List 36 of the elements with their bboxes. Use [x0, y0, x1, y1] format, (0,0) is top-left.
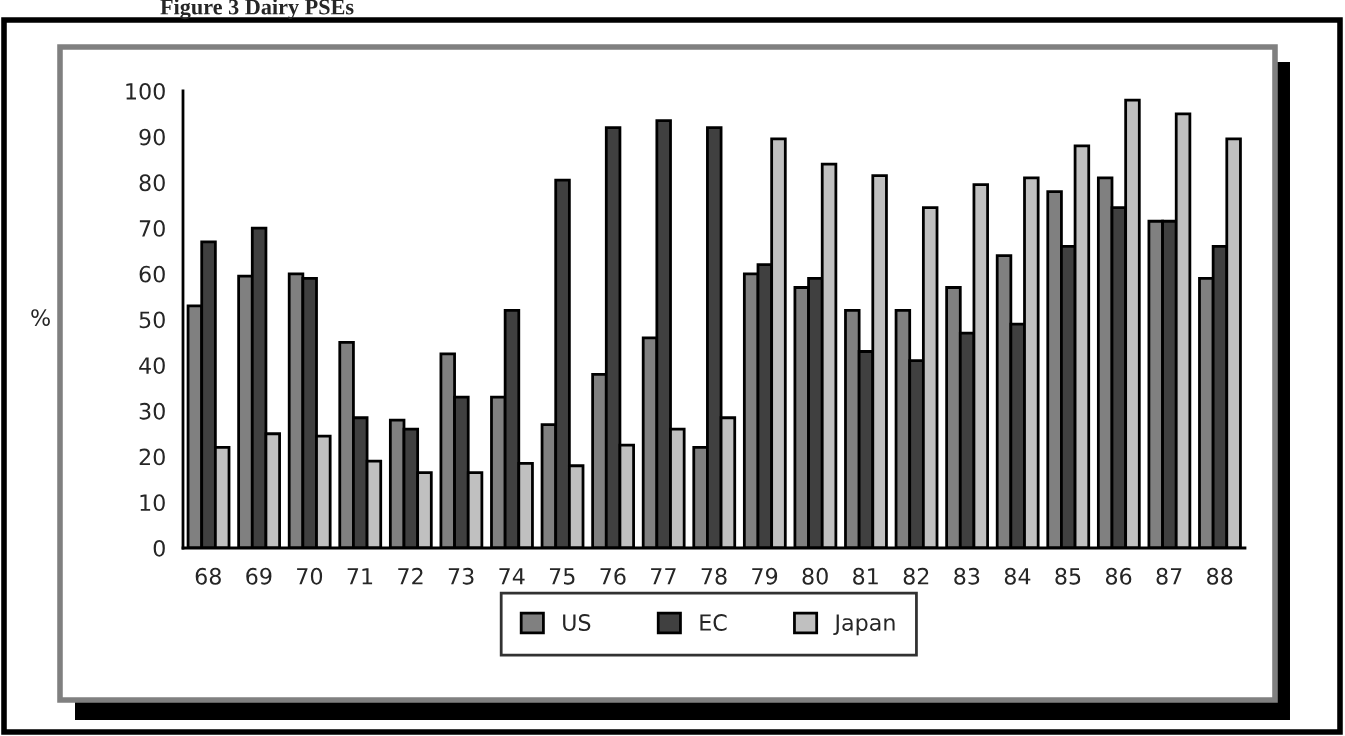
x-tick-label: 86	[1105, 567, 1132, 585]
x-tick-label: 70	[297, 567, 323, 585]
x-tick-label: 76	[600, 567, 626, 585]
x-tick-label: 84	[1004, 567, 1031, 585]
x-tick-label: 75	[549, 568, 575, 585]
y-tick-label: 0	[153, 539, 165, 557]
x-tick-label: 83	[954, 567, 980, 585]
legend-label: EC	[700, 614, 727, 631]
legend-label: US	[563, 614, 591, 631]
x-tick-label: 82	[903, 567, 929, 585]
y-tick-label: 60	[139, 265, 165, 283]
y-tick-label: 40	[139, 357, 165, 374]
y-axis-title: %	[31, 309, 50, 326]
x-tick-label: 69	[246, 567, 272, 585]
x-tick-label: 87	[1156, 567, 1182, 585]
x-tick-label: 81	[853, 567, 878, 585]
x-tick-label: 71	[347, 568, 373, 585]
y-tick-label: 10	[140, 494, 165, 512]
x-tick-label: 74	[499, 568, 525, 585]
y-tick-label: 30	[139, 402, 165, 420]
x-tick-label: 73	[448, 567, 474, 585]
y-tick-label: 90	[139, 128, 165, 146]
legend-label: Japan	[833, 614, 895, 636]
x-tick-label: 72	[398, 567, 423, 585]
y-tick-label: 70	[139, 220, 165, 237]
y-tick-label: 50	[139, 311, 165, 329]
x-tick-label: 78	[701, 567, 727, 585]
y-tick-label: 80	[139, 174, 165, 192]
x-tick-label: 68	[195, 567, 221, 585]
x-tick-label: 80	[802, 567, 828, 585]
x-tick-label: 77	[651, 568, 676, 585]
x-tick-label: 85	[1055, 567, 1081, 585]
x-tick-label: 88	[1207, 567, 1233, 585]
y-tick-label: 100	[126, 82, 165, 100]
y-tick-label: 20	[139, 448, 165, 466]
x-tick-label: 79	[752, 567, 778, 585]
